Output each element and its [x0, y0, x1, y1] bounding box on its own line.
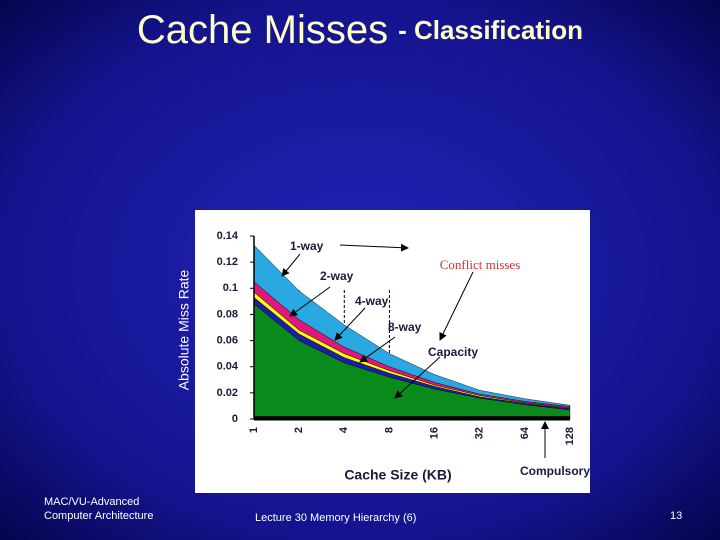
- slide-title: Cache Misses - Classification: [137, 8, 583, 52]
- annotation-arrow: [334, 307, 366, 341]
- annotation-arrow: [289, 286, 331, 317]
- x-tick-label: 1: [248, 427, 260, 433]
- series-label: Compulsory: [520, 464, 590, 478]
- series-label: 1-way: [290, 239, 324, 253]
- page-number: 13: [670, 510, 682, 522]
- x-axis-label: Cache Size (KB): [344, 467, 451, 483]
- x-tick-label: 8: [383, 427, 395, 433]
- footer-left: MAC/VU-Advanced: [44, 496, 139, 508]
- x-tick-label: 128: [564, 427, 576, 445]
- annotation-arrow: [281, 253, 301, 277]
- y-tick-label: 0.14: [217, 230, 239, 242]
- x-tick-label: 4: [338, 426, 350, 433]
- annotation-arrow: [394, 356, 441, 399]
- annotation: Conflict misses: [440, 257, 521, 272]
- series-label: 4-way: [355, 294, 389, 308]
- y-tick-label: 0.08: [217, 308, 238, 320]
- footer-center: Lecture 30 Memory Hierarchy (6): [255, 512, 416, 524]
- area: [253, 244, 571, 407]
- series-label: Capacity: [428, 345, 478, 359]
- y-tick-label: 0.12: [217, 256, 238, 268]
- y-tick-label: 0: [232, 413, 238, 425]
- y-tick-label: 0.04: [217, 361, 239, 373]
- x-tick-label: 32: [474, 427, 486, 439]
- footer-left: Computer Architecture: [44, 510, 153, 522]
- y-axis-label: Absolute Miss Rate: [176, 269, 192, 390]
- series-label: 8-way: [388, 320, 422, 334]
- annotation-arrow: [439, 271, 474, 341]
- annotation-arrow: [359, 336, 396, 363]
- annotation-arrow: [339, 243, 409, 252]
- y-tick-label: 0.06: [217, 334, 238, 346]
- title-main: Cache Misses: [137, 8, 388, 52]
- x-tick-label: 2: [293, 427, 305, 433]
- y-tick-label: 0.02: [217, 387, 238, 399]
- series-label: 2-way: [320, 269, 354, 283]
- x-tick-label: 64: [519, 426, 531, 439]
- y-tick-label: 0.1: [223, 282, 238, 294]
- x-tick-label: 16: [428, 427, 440, 439]
- title-sub: - Classification: [398, 15, 583, 45]
